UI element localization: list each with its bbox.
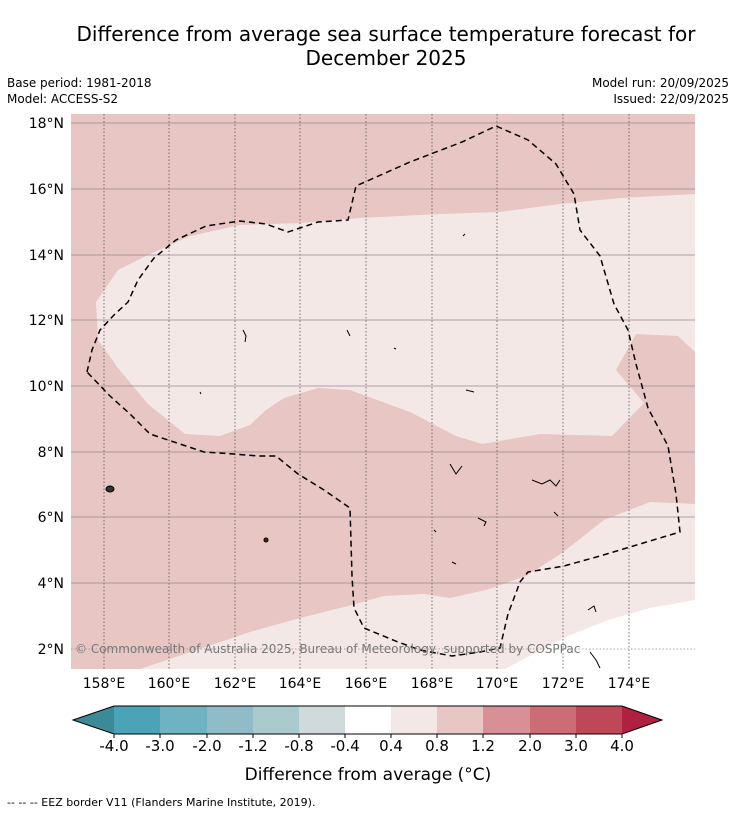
colorbar-tick-label: 1.2 <box>471 737 495 755</box>
colorbar-bin <box>530 706 576 734</box>
island-reef <box>346 329 351 337</box>
lon-axis-labels: 158°E 160°E 162°E 164°E 166°E 168°E 170°… <box>83 676 651 692</box>
colorbar-bin <box>345 706 391 734</box>
colorbar-tick-label: -0.4 <box>330 737 359 755</box>
colorbar-tick-label: 4.0 <box>610 737 634 755</box>
colorbar-bin <box>576 706 622 734</box>
title-line-1: Difference from average sea surface temp… <box>76 22 696 46</box>
island-atoll <box>531 479 561 487</box>
meta-right: Model run: 20/09/2025 Issued: 22/09/2025 <box>592 75 729 107</box>
island-reef <box>465 389 475 393</box>
lon-label: 158°E <box>83 676 126 692</box>
colorbar-bin <box>299 706 345 734</box>
colorbar-bin <box>437 706 483 734</box>
lat-label: 18°N <box>29 116 64 132</box>
island-reef <box>393 347 397 350</box>
island-reef <box>587 605 597 613</box>
lat-label: 2°N <box>38 642 64 658</box>
island-reef <box>199 391 202 395</box>
lon-label: 160°E <box>148 676 191 692</box>
base-period: Base period: 1981-2018 <box>7 76 152 90</box>
eez-legend-note: -- -- -- EEZ border V11 (Flanders Marine… <box>7 796 316 809</box>
colorbar-ticks <box>113 734 623 738</box>
issued-date: Issued: 22/09/2025 <box>613 92 729 106</box>
lon-label: 170°E <box>476 676 519 692</box>
island-reef <box>242 329 247 343</box>
anomaly-band-near-normal <box>505 600 695 669</box>
island-reef <box>553 511 559 517</box>
lat-label: 14°N <box>29 248 64 264</box>
colorbar-tick-label: -1.2 <box>238 737 267 755</box>
island-dot <box>263 537 269 543</box>
map-plot-area: © Commonwealth of Australia 2025, Bureau… <box>71 114 695 669</box>
colorbar-bin <box>483 706 530 734</box>
meta-left: Base period: 1981-2018 Model: ACCESS-S2 <box>7 75 152 107</box>
colorbar-bin <box>160 706 207 734</box>
title-line-2: December 2025 <box>305 46 467 70</box>
lat-label: 4°N <box>38 576 64 592</box>
colorbar-tick-label: -2.0 <box>192 737 221 755</box>
colorbar-label: Difference from average (°C) <box>245 765 492 785</box>
island-reef <box>451 561 457 565</box>
model-name: Model: ACCESS-S2 <box>7 92 119 106</box>
island-reef <box>462 233 466 237</box>
lat-label: 16°N <box>29 182 64 198</box>
lon-label: 166°E <box>345 676 388 692</box>
colorbar-tick-label: 3.0 <box>564 737 588 755</box>
map-gridlines <box>103 114 630 669</box>
model-run: Model run: 20/09/2025 <box>591 76 729 90</box>
colorbar-over-arrow <box>622 706 662 734</box>
lat-axis-labels: 18°N 16°N 14°N 12°N 10°N 8°N 6°N 4°N 2°N <box>29 116 64 658</box>
colorbar-tick-label: 0.8 <box>425 737 449 755</box>
colorbar-tick-label: -3.0 <box>145 737 174 755</box>
colorbar-tick-label: 2.0 <box>518 737 542 755</box>
island-atoll <box>477 517 487 527</box>
map-title: Difference from average sea surface temp… <box>0 22 736 70</box>
island-reef <box>589 651 601 669</box>
anomaly-band-0.4-0.8-south <box>140 502 695 669</box>
lat-label: 12°N <box>29 313 64 329</box>
lon-label: 162°E <box>214 676 257 692</box>
colorbar-bin <box>114 706 160 734</box>
colorbar: -4.0 -3.0 -2.0 -1.2 -0.8 -0.4 0.4 0.8 1.… <box>71 705 664 785</box>
map-figure: © Commonwealth of Australia 2025, Bureau… <box>29 114 695 785</box>
island-reef <box>433 529 437 533</box>
colorbar-bin <box>207 706 253 734</box>
lat-label: 8°N <box>38 445 64 461</box>
colorbar-tick-label: -0.8 <box>284 737 313 755</box>
eez-border <box>86 125 681 657</box>
anomaly-band-0.4-0.8-north <box>96 194 695 444</box>
colorbar-bin <box>391 706 437 734</box>
lon-label: 174°E <box>608 676 651 692</box>
colorbar-tick-labels: -4.0 -3.0 -2.0 -1.2 -0.8 -0.4 0.4 0.8 1.… <box>99 737 634 755</box>
lon-label: 172°E <box>542 676 585 692</box>
colorbar-bin <box>253 706 299 734</box>
colorbar-under-arrow <box>73 706 114 734</box>
colorbar-tick-label: 0.4 <box>379 737 403 755</box>
map-lat-gridlines <box>71 122 695 650</box>
island-atoll <box>449 463 463 475</box>
lat-label: 6°N <box>38 510 64 526</box>
colorbar-tick-label: -4.0 <box>99 737 128 755</box>
copyright-notice: © Commonwealth of Australia 2025, Bureau… <box>75 642 580 656</box>
island-kosrae-shape <box>105 485 115 493</box>
lat-label: 10°N <box>29 379 64 395</box>
lon-label: 164°E <box>279 676 322 692</box>
islands <box>105 233 601 669</box>
lon-label: 168°E <box>411 676 454 692</box>
